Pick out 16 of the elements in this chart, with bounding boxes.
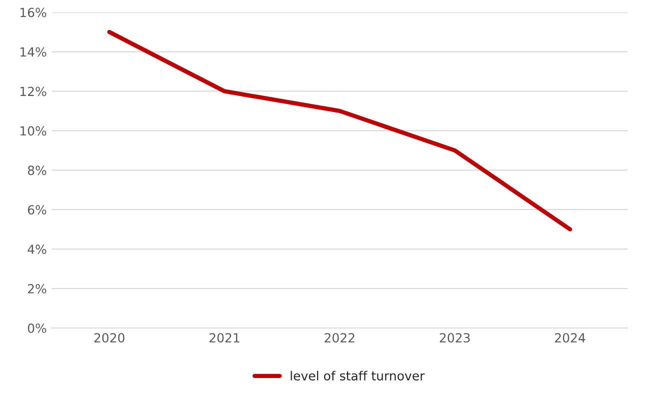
y-tick-label: 2% bbox=[28, 284, 46, 294]
y-tick-label: 4% bbox=[28, 244, 46, 254]
y-tick-label: 8% bbox=[28, 166, 46, 176]
line-series bbox=[107, 30, 572, 232]
y-tick-label: 16% bbox=[20, 8, 46, 18]
legend-label: level of staff turnover bbox=[290, 370, 425, 380]
x-tick-label: 2020 bbox=[94, 333, 124, 343]
y-tick-label: 6% bbox=[28, 205, 46, 215]
x-tick-label: 2024 bbox=[555, 333, 586, 343]
x-tick-label: 2023 bbox=[440, 333, 470, 343]
x-tick-label: 2021 bbox=[210, 333, 240, 343]
y-tick-label: 0% bbox=[28, 323, 46, 333]
x-tick-label: 2022 bbox=[324, 333, 354, 343]
y-tick-label: 12% bbox=[20, 86, 46, 96]
y-tick-label: 14% bbox=[20, 47, 46, 57]
y-tick-label: 10% bbox=[20, 126, 46, 136]
